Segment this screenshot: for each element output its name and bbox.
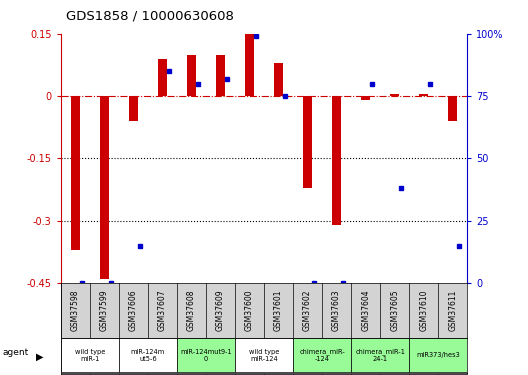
Text: GSM37608: GSM37608	[187, 290, 196, 331]
Bar	[158, 59, 167, 96]
Bar	[90, 374, 119, 375]
Bar	[322, 374, 351, 375]
Text: chimera_miR-1
24-1: chimera_miR-1 24-1	[355, 348, 405, 362]
Bar	[409, 374, 438, 375]
Bar	[129, 96, 138, 121]
Bar	[293, 338, 351, 372]
Text: miR-124m
ut5-6: miR-124m ut5-6	[131, 349, 165, 362]
Bar	[390, 94, 399, 96]
Bar	[61, 338, 119, 372]
Bar	[206, 374, 235, 375]
Bar	[216, 54, 225, 96]
Bar	[264, 374, 293, 375]
Bar	[361, 96, 370, 100]
Bar	[380, 374, 409, 375]
Text: wild type
miR-1: wild type miR-1	[74, 349, 105, 362]
Text: GSM37605: GSM37605	[390, 290, 399, 331]
Bar	[61, 374, 90, 375]
Bar	[448, 96, 457, 121]
Bar	[177, 374, 206, 375]
Text: miR-124mut9-1
0: miR-124mut9-1 0	[180, 349, 232, 362]
Bar	[100, 96, 109, 279]
Bar	[351, 374, 380, 375]
Bar	[245, 34, 254, 96]
Text: GSM37603: GSM37603	[332, 290, 341, 331]
Bar	[119, 374, 148, 375]
Bar	[235, 374, 264, 375]
Text: miR373/hes3: miR373/hes3	[417, 352, 460, 358]
Bar	[409, 338, 467, 372]
Text: GSM37609: GSM37609	[216, 290, 225, 331]
Bar	[274, 63, 283, 96]
Text: GSM37606: GSM37606	[129, 290, 138, 331]
Bar	[419, 94, 428, 96]
Bar	[293, 374, 322, 375]
Text: wild type
miR-124: wild type miR-124	[249, 349, 279, 362]
Bar	[177, 338, 235, 372]
Text: GSM37604: GSM37604	[361, 290, 370, 331]
Text: GSM37610: GSM37610	[419, 290, 428, 331]
Bar	[351, 338, 409, 372]
Bar	[71, 96, 80, 250]
Text: agent: agent	[3, 348, 29, 357]
Text: GSM37602: GSM37602	[303, 290, 312, 331]
Text: GSM37600: GSM37600	[245, 290, 254, 331]
Bar	[235, 338, 293, 372]
Text: GSM37611: GSM37611	[448, 290, 457, 331]
Bar	[187, 54, 196, 96]
Bar	[332, 96, 341, 225]
Text: ▶: ▶	[36, 352, 43, 362]
Bar	[303, 96, 312, 188]
Bar	[119, 338, 177, 372]
Text: GSM37599: GSM37599	[100, 290, 109, 331]
Bar	[438, 374, 467, 375]
Text: GSM37607: GSM37607	[158, 290, 167, 331]
Text: GSM37601: GSM37601	[274, 290, 283, 331]
Bar	[148, 374, 177, 375]
Text: GSM37598: GSM37598	[71, 290, 80, 331]
Text: GDS1858 / 10000630608: GDS1858 / 10000630608	[66, 9, 234, 22]
Text: chimera_miR-
-124: chimera_miR- -124	[299, 348, 345, 362]
